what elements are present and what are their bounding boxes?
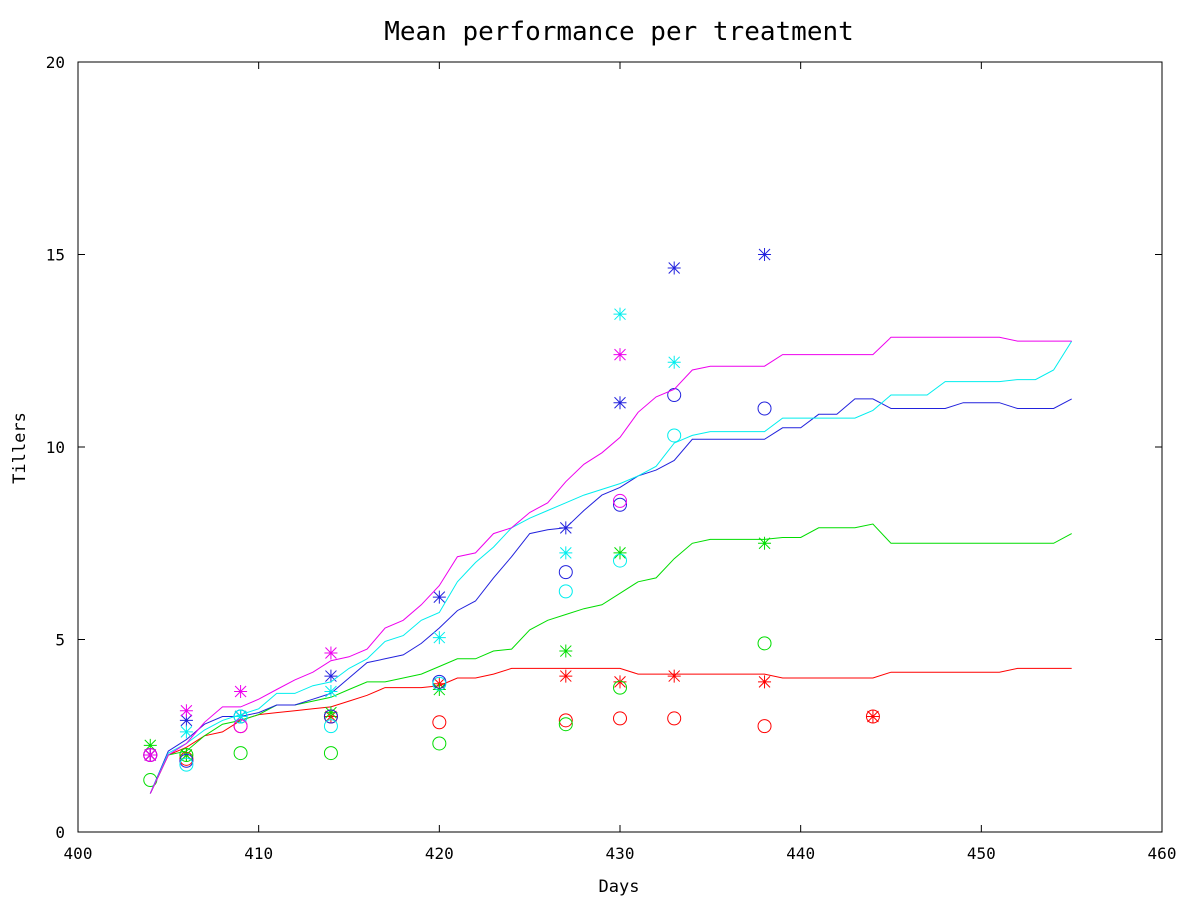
star-marker [432, 590, 446, 604]
circle-marker [558, 713, 573, 728]
star-marker [143, 738, 157, 752]
circle-marker [179, 753, 194, 768]
x-tick-label: 450 [967, 844, 996, 863]
axis-ticks: 400 410 420 430 440 450 460 0 5 10 15 20 [46, 53, 1177, 863]
series-line [149, 340, 1073, 794]
star-marker [324, 706, 338, 720]
y-tick-label: 10 [46, 438, 65, 457]
star-marker [179, 748, 193, 762]
circle-marker [667, 711, 682, 726]
series-line [149, 667, 1072, 794]
circle-marker [613, 711, 627, 726]
circle-marker [179, 757, 194, 772]
star-marker [866, 710, 880, 723]
chart-title: Mean performance per treatment [384, 17, 854, 47]
star-marker [758, 675, 772, 689]
circle-marker [323, 719, 338, 734]
circle-marker [432, 676, 447, 691]
x-axis-label: Days [599, 877, 640, 897]
circle-marker [757, 636, 772, 651]
y-axis-label: Tillers [10, 412, 30, 484]
y-tick-label: 5 [55, 631, 65, 650]
star-marker [613, 396, 627, 410]
y-tick-label: 15 [46, 246, 65, 265]
circle-marker [757, 719, 772, 734]
star-marker [559, 521, 573, 535]
x-tick-label: 410 [244, 844, 273, 863]
circle-marker [558, 717, 573, 732]
y-tick-label: 0 [55, 823, 65, 842]
star-marker [324, 646, 338, 660]
star-marker [667, 669, 681, 683]
x-tick-label: 460 [1148, 844, 1177, 863]
circle-marker [558, 565, 573, 580]
circle-marker [432, 736, 447, 751]
star-marker [613, 307, 627, 321]
circle-marker [613, 497, 627, 512]
y-tick-label: 20 [46, 53, 65, 72]
star-marker [758, 248, 772, 261]
star-marker [432, 683, 446, 697]
circle-marker [757, 401, 772, 416]
series-layer [143, 248, 1073, 794]
x-tick-label: 440 [786, 844, 815, 863]
star-marker [667, 261, 681, 275]
star-marker [179, 713, 193, 727]
circle-marker [558, 584, 573, 599]
circle-marker [323, 709, 338, 724]
circle-marker [667, 428, 682, 443]
series-4 [149, 307, 1073, 794]
star-marker [613, 546, 627, 560]
series-line [149, 523, 1072, 794]
star-marker [559, 669, 573, 683]
star-marker [234, 684, 248, 698]
series-2 [143, 523, 1072, 794]
star-marker [667, 355, 681, 369]
star-marker [179, 704, 193, 718]
star-marker [432, 631, 446, 645]
x-tick-label: 420 [425, 844, 454, 863]
star-marker [613, 675, 627, 689]
circle-marker [233, 719, 248, 734]
series-5 [143, 336, 1072, 794]
circle-marker [233, 746, 248, 761]
circle-marker [613, 680, 627, 695]
star-marker [143, 748, 157, 762]
circle-marker [323, 746, 338, 761]
star-marker [179, 725, 193, 739]
circle-marker [613, 553, 627, 568]
star-marker [324, 684, 338, 698]
star-marker [324, 669, 338, 683]
star-marker [559, 546, 573, 560]
series-1 [143, 667, 1072, 794]
x-tick-label: 400 [64, 844, 93, 863]
circle-marker [613, 493, 627, 508]
star-marker [613, 348, 627, 362]
circle-marker [667, 388, 682, 403]
circle-marker [432, 715, 447, 730]
series-line [149, 398, 1072, 794]
x-tick-label: 430 [606, 844, 635, 863]
star-marker [758, 536, 772, 550]
series-line [149, 336, 1072, 794]
star-marker [559, 644, 573, 658]
star-marker [234, 710, 248, 723]
